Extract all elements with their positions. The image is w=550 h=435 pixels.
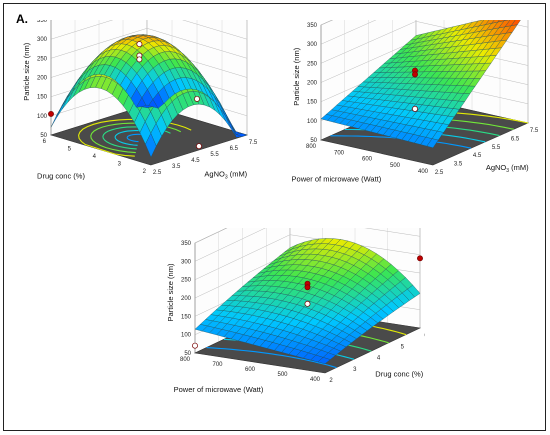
z-tick-label: 350	[307, 23, 318, 29]
z-tick-label: 50	[40, 133, 47, 139]
design-point	[304, 300, 311, 307]
z-tick-label: 350	[181, 241, 192, 247]
contour-line	[206, 347, 337, 369]
y-tick-label: 600	[245, 367, 256, 373]
design-point	[194, 95, 200, 102]
design-point	[412, 71, 418, 78]
design-point	[192, 342, 198, 349]
y-axis-label: Drug conc (%)	[37, 172, 85, 181]
y-tick-label: 800	[306, 144, 317, 150]
z-gridline	[320, 20, 529, 45]
x-axis-label: AgNO3 (mM)	[486, 163, 529, 174]
design-point	[196, 143, 202, 150]
y-tick-label: 5	[68, 147, 72, 153]
x-tick-label: 6.5	[511, 136, 520, 142]
z-tick-label: 300	[307, 42, 318, 48]
x-axis-label: AgNO3 (mM)	[204, 170, 247, 181]
x-tick-label: 2.5	[435, 170, 444, 176]
design-point	[48, 110, 54, 117]
z-axis-label: Particle size (nm)	[292, 47, 301, 105]
surface-cell	[510, 20, 521, 26]
z-gridline	[50, 20, 248, 40]
z-tick-label: 250	[181, 278, 192, 284]
y-tick-label: 500	[277, 372, 288, 378]
x-tick-label: 3.5	[454, 162, 463, 168]
y-axis-label: Power of microwave (Watt)	[174, 385, 264, 394]
z-tick-label: 150	[181, 314, 192, 320]
z-tick-label: 250	[37, 56, 48, 62]
surface-chart-2: 50 100 150 200 250 300 350 2.5 3.5 4.5 5.5 6.5 7.5 40…	[292, 20, 539, 183]
design-point	[136, 56, 143, 63]
z-tick-label: 50	[184, 351, 191, 357]
y-tick-label: 2	[143, 169, 147, 175]
z-tick-label: 300	[37, 37, 48, 43]
surface-cell	[491, 20, 500, 24]
x-tick-label: 4.5	[473, 153, 482, 159]
y-tick-label: 800	[180, 357, 191, 363]
y-axis-label: Power of microwave (Watt)	[292, 174, 382, 183]
x-tick-label: 4.5	[191, 158, 200, 164]
z-tick-label: 300	[181, 259, 192, 265]
x-tick-label: 5	[401, 344, 405, 350]
surface-cell	[478, 20, 490, 27]
x-tick-label: 2	[329, 378, 333, 384]
z-tick-label: 100	[181, 333, 192, 339]
z-tick-label: 200	[307, 81, 318, 87]
response-surface	[194, 238, 421, 364]
z-tick-label: 50	[310, 138, 317, 144]
y-tick-label: 700	[212, 362, 223, 368]
z-tick-label: 150	[37, 95, 48, 101]
z-tick-label: 200	[181, 296, 192, 302]
x-tick-label: 5.5	[210, 152, 219, 158]
z-tick-label: 100	[37, 114, 48, 120]
y-tick-label: 500	[390, 163, 401, 169]
z-tick-label: 200	[37, 76, 48, 82]
z-axis-label: Particle size (nm)	[22, 42, 31, 100]
x-tick-label: 5.5	[492, 145, 501, 151]
y-tick-label: 600	[362, 157, 373, 163]
design-point	[304, 284, 311, 291]
y-tick-label: 6	[43, 139, 47, 145]
z-axis-label: Particle size (nm)	[166, 263, 175, 321]
z-tick-label: 350	[37, 20, 48, 24]
y-tick-label: 400	[310, 377, 321, 383]
y-tick-label: 3	[118, 162, 122, 168]
design-point	[136, 41, 143, 48]
x-tick-label: 3.5	[172, 164, 181, 170]
design-point	[417, 255, 423, 262]
z-tick-label: 250	[307, 61, 318, 67]
surface-cell	[284, 244, 298, 253]
panel-label: A.	[16, 12, 28, 26]
x-tick-label: 6.5	[230, 146, 239, 152]
design-point	[412, 105, 418, 112]
z-gridline	[194, 228, 421, 262]
surface-cell	[497, 20, 505, 23]
surface-cell	[503, 20, 509, 21]
surface-cell	[410, 33, 423, 41]
surface-chart-3: 50 100 150 200 250 300 350 2 3 4 5 6 400 500 600 700 800…	[166, 228, 425, 394]
surface-cell	[141, 104, 153, 108]
x-tick-label: 3	[353, 367, 357, 373]
y-tick-label: 400	[418, 169, 429, 175]
response-surface	[320, 20, 521, 149]
x-tick-label: 4	[377, 356, 381, 362]
surface-cell	[484, 20, 495, 25]
z-tick-label: 150	[307, 100, 318, 106]
surface-chart-1: 50 100 150 200 250 300 350 2.5 3.5 4.5 5.5 6.5 7.5 2 3…	[22, 20, 258, 181]
x-tick-label: 2.5	[153, 170, 162, 176]
y-tick-label: 700	[334, 150, 345, 156]
surface-cell	[504, 20, 516, 28]
y-tick-label: 4	[93, 154, 97, 160]
x-tick-label: 7.5	[249, 140, 258, 146]
x-tick-label: 7.5	[530, 128, 539, 134]
z-tick-label: 100	[307, 119, 318, 125]
x-axis-label: Drug conc (%)	[375, 369, 423, 378]
x-tick-label: 6	[424, 333, 425, 339]
